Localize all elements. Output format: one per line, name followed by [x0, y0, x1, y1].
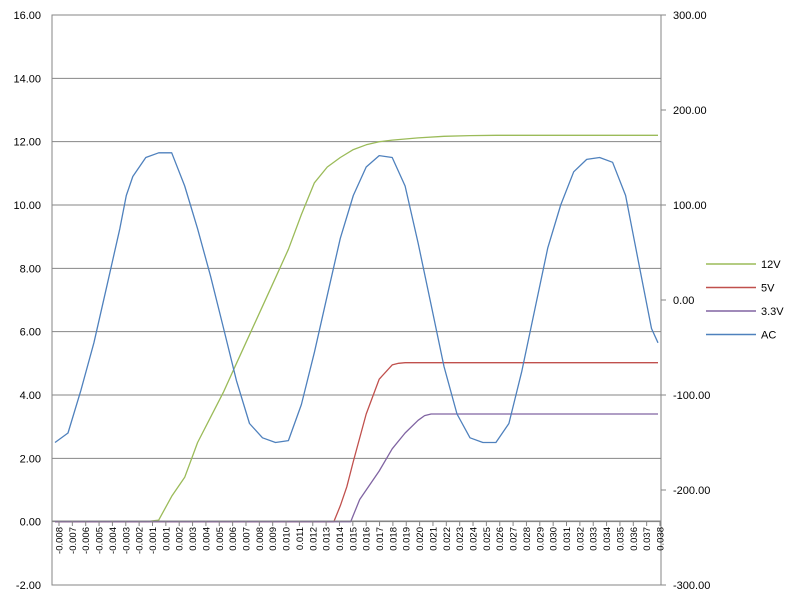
x-tick-label: 0.022 — [442, 527, 453, 551]
x-tick-label: 0.004 — [201, 527, 212, 551]
y2-tick-label: 0.00 — [673, 295, 694, 307]
x-tick-label: 0.034 — [602, 527, 613, 551]
x-tick-label: 0.002 — [175, 527, 186, 551]
x-tick-label: 0.035 — [615, 527, 626, 551]
x-tick-label: 0.008 — [255, 527, 266, 551]
x-tick-label: 0.026 — [495, 527, 506, 551]
x-tick-label: 0.037 — [642, 527, 653, 551]
y-tick-label: 8.00 — [20, 263, 41, 275]
x-tick-label: 0.027 — [509, 527, 520, 551]
x-tick-label: -0.006 — [81, 527, 92, 554]
x-tick-label: 0.021 — [428, 527, 439, 551]
x-axis: -0.008 -0.007 -0.006 -0.005 -0.004 -0.003 -0.0… — [52, 520, 667, 554]
x-tick-label: 0.013 — [322, 527, 333, 551]
x-tick-label: 0.011 — [295, 527, 306, 550]
y2-tick-label: -300.00 — [673, 580, 710, 592]
y-tick-label: 4.00 — [20, 390, 41, 402]
x-tick-label: 0.030 — [549, 527, 560, 551]
x-tick-label: -0.002 — [135, 527, 146, 554]
x-tick-label: 0.023 — [455, 527, 466, 551]
x-tick-label: 0.032 — [575, 527, 586, 551]
x-tick-label: 0.017 — [375, 527, 386, 551]
y2-tick-label: 300.00 — [673, 10, 707, 22]
x-tick-label: -0.005 — [95, 527, 106, 554]
x-tick-label: 0.018 — [388, 527, 399, 551]
x-tick-label: 0.038 — [656, 527, 667, 551]
y-axis-left: -2.00 0.00 2.00 4.00 6.00 8.00 10.00 12.00 14.00… — [13, 10, 41, 592]
x-tick-label: 0.009 — [268, 527, 279, 551]
gridlines — [52, 14, 661, 586]
x-tick-label: 0.006 — [228, 527, 239, 551]
y-tick-label: 14.00 — [13, 73, 41, 85]
legend-label: 3.3V — [761, 306, 784, 318]
y-axis-right: -300.00 -200.00 -100.00 0.00 100.00 200.00 300… — [661, 10, 710, 592]
x-tick-label: 0.015 — [348, 527, 359, 551]
x-tick-label: 0.025 — [482, 527, 493, 551]
x-tick-label: 0.019 — [402, 527, 413, 551]
y-tick-label: -2.00 — [16, 580, 41, 592]
x-tick-label: -0.003 — [121, 527, 132, 554]
x-tick-label: 0.029 — [535, 527, 546, 551]
series-line-AC — [54, 152, 659, 444]
x-tick-label: 0.033 — [589, 527, 600, 551]
series-line-5V — [55, 362, 658, 523]
x-tick-label: 0.036 — [629, 527, 640, 551]
x-tick-label: 0.003 — [188, 527, 199, 551]
y-tick-label: 6.00 — [20, 327, 41, 339]
x-tick-label: -0.001 — [148, 527, 159, 554]
x-tick-label: -0.008 — [55, 527, 66, 554]
series-line-3_3V — [55, 413, 658, 523]
x-tick-label: 0.031 — [562, 527, 573, 551]
y-tick-label: 10.00 — [13, 200, 41, 212]
series-line-12V — [55, 134, 658, 523]
y-tick-label: 16.00 — [13, 10, 41, 22]
x-tick-label: -0.004 — [108, 527, 119, 554]
y-tick-label: 12.00 — [13, 137, 41, 149]
plot-frame — [51, 14, 662, 586]
x-tick-label: -0.007 — [68, 527, 79, 554]
y2-tick-label: -200.00 — [673, 485, 710, 497]
y2-tick-label: -100.00 — [673, 390, 710, 402]
y2-tick-label: 200.00 — [673, 105, 707, 117]
x-tick-label: 0.016 — [362, 527, 373, 551]
y-tick-label: 0.00 — [20, 517, 41, 529]
x-tick-label: 0.028 — [522, 527, 533, 551]
x-tick-label: 0.007 — [241, 527, 252, 551]
y-tick-label: 2.00 — [20, 453, 41, 465]
x-tick-label: 0.020 — [415, 527, 426, 551]
x-tick-label: 0.012 — [308, 527, 319, 551]
plot-area — [51, 14, 662, 586]
x-tick-label: 0.010 — [282, 527, 293, 551]
x-tick-label: 0.024 — [469, 527, 480, 551]
series-lines — [54, 134, 659, 523]
x-tick-label: 0.001 — [161, 527, 172, 551]
legend-label: AC — [761, 330, 776, 342]
x-tick-label: 0.005 — [215, 527, 226, 551]
y2-tick-label: 100.00 — [673, 200, 707, 212]
legend: 12V 5V 3.3V AC — [706, 259, 784, 342]
legend-label: 5V — [761, 283, 775, 295]
x-tick-label: 0.014 — [335, 527, 346, 551]
legend-label: 12V — [761, 259, 781, 271]
